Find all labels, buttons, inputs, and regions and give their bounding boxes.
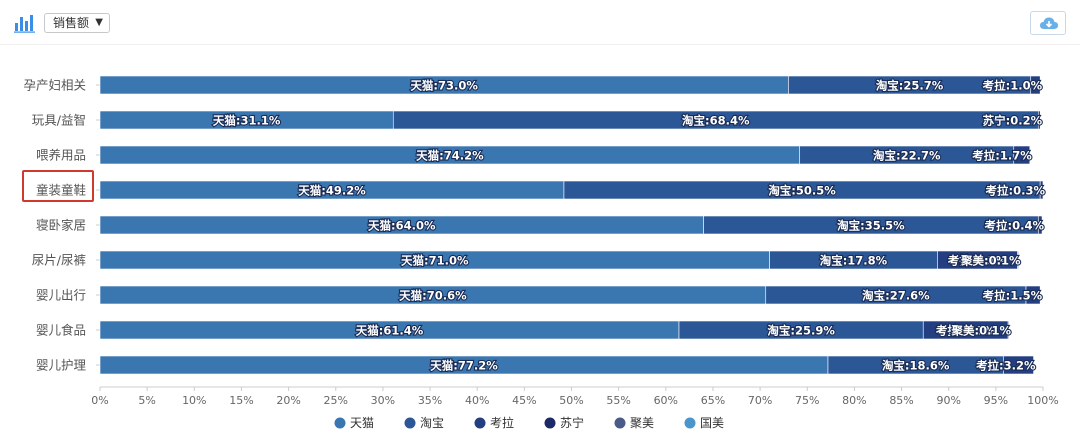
bar-segment[interactable] <box>1037 215 1043 235</box>
data-label: 天猫:74.2% <box>416 149 484 163</box>
x-tick-label: 25% <box>324 394 348 407</box>
data-label: 考拉:0.3% <box>986 184 1046 198</box>
bar-segment[interactable] <box>1013 145 1031 165</box>
chevron-down-icon: ▼ <box>95 17 103 28</box>
x-tick-label: 70% <box>748 394 772 407</box>
bar-chart-icon[interactable] <box>14 13 36 33</box>
data-label: 天猫:70.6% <box>399 289 467 303</box>
legend-label[interactable]: 天猫 <box>350 416 374 430</box>
category-label: 婴儿食品 <box>36 323 86 338</box>
data-label: 天猫:49.2% <box>298 184 366 198</box>
x-tick-label: 95% <box>984 394 1008 407</box>
legend-label[interactable]: 考拉 <box>490 415 514 430</box>
legend-swatch[interactable] <box>544 417 556 429</box>
x-tick-label: 0% <box>91 394 108 407</box>
legend-label[interactable]: 聚美 <box>630 416 654 430</box>
data-label: 聚美:0.1% <box>960 254 1021 268</box>
category-label: 婴儿护理 <box>36 358 87 373</box>
data-label: 淘宝:27.6% <box>862 289 930 303</box>
data-label: 淘宝:35.5% <box>837 219 905 233</box>
metric-select[interactable]: 销售额 ▼ <box>44 13 110 33</box>
bar-segment[interactable] <box>1007 320 1010 340</box>
category-label: 婴儿出行 <box>36 288 86 303</box>
chart-toolbar: 销售额 ▼ <box>0 0 1080 44</box>
x-tick-label: 90% <box>936 394 960 407</box>
data-label: 考拉:3.2% <box>976 359 1036 373</box>
category-label: 玩具/益智 <box>32 113 86 128</box>
data-label: 考拉:1.7% <box>972 149 1032 163</box>
toolbar-divider <box>0 44 1080 45</box>
data-label: 天猫:61.4% <box>356 324 424 338</box>
data-label: 淘宝:17.8% <box>820 254 888 268</box>
category-label: 孕产妇相关 <box>23 78 86 93</box>
legend-label[interactable]: 淘宝 <box>420 416 444 430</box>
bar-segment[interactable] <box>1003 355 1034 375</box>
data-label: 考拉:1.0% <box>983 79 1043 93</box>
legend-swatch[interactable] <box>684 417 696 429</box>
highlight-box <box>22 170 94 202</box>
legend-label[interactable]: 苏宁 <box>560 415 584 430</box>
x-tick-label: 10% <box>182 394 206 407</box>
data-label: 淘宝:22.7% <box>873 149 941 163</box>
x-tick-label: 40% <box>465 394 489 407</box>
x-tick-label: 15% <box>229 394 253 407</box>
data-label: 苏宁:0.2% <box>983 114 1043 128</box>
legend-swatch[interactable] <box>474 417 486 429</box>
legend-swatch[interactable] <box>404 417 416 429</box>
data-label: 考拉:1.5% <box>983 289 1043 303</box>
x-tick-label: 55% <box>606 394 630 407</box>
legend-swatch[interactable] <box>614 417 626 429</box>
stacked-bar-chart: 0% 5% 10% 15% 20% 25% 30% 35% 40% 45% 50% 55% 60% 65%… <box>23 75 1059 430</box>
category-label: 喂养用品 <box>36 148 86 163</box>
data-label: 淘宝:18.6% <box>882 359 950 373</box>
bar-segment[interactable] <box>1037 110 1041 130</box>
category-label: 童装童鞋 <box>36 183 87 198</box>
data-label: 聚美:0.1% <box>951 324 1012 338</box>
x-tick-label: 50% <box>559 394 583 407</box>
x-tick-label: 100% <box>1027 394 1058 407</box>
bar-segment[interactable] <box>1039 180 1044 200</box>
data-label: 淘宝:25.7% <box>876 79 944 93</box>
x-tick-label: 80% <box>842 394 866 407</box>
data-label: 天猫:71.0% <box>401 254 469 268</box>
x-tick-label: 35% <box>418 394 442 407</box>
legend-label[interactable]: 国美 <box>700 416 724 430</box>
metric-select-value: 销售额 <box>53 16 90 30</box>
x-tick-label: 20% <box>276 394 300 407</box>
data-label: 天猫:31.1% <box>213 114 281 128</box>
bar-segment[interactable] <box>1017 250 1019 270</box>
data-label: 淘宝:25.9% <box>767 324 835 338</box>
data-label: 天猫:64.0% <box>368 219 436 233</box>
bar-segment[interactable] <box>1030 75 1041 95</box>
data-label: 考拉:0.4% <box>985 219 1045 233</box>
data-label: 天猫:73.0% <box>410 79 478 93</box>
legend-swatch[interactable] <box>334 417 346 429</box>
category-label: 寝卧家居 <box>36 218 86 233</box>
bar-segment[interactable] <box>1025 285 1041 305</box>
x-tick-label: 65% <box>701 394 725 407</box>
category-label: 尿片/尿裤 <box>32 253 86 268</box>
data-label: 天猫:77.2% <box>430 359 498 373</box>
x-tick-label: 45% <box>512 394 536 407</box>
data-label: 淘宝:68.4% <box>682 114 750 128</box>
cloud-download-icon <box>1040 17 1058 29</box>
data-label: 考拉:9.0% <box>936 324 996 338</box>
x-tick-label: 5% <box>138 394 155 407</box>
download-button[interactable] <box>1030 11 1066 35</box>
x-tick-label: 60% <box>654 394 678 407</box>
data-label: 淘宝:50.5% <box>768 184 836 198</box>
x-tick-label: 75% <box>795 394 819 407</box>
data-label: 考拉:8.5% <box>948 254 1008 268</box>
x-tick-label: 30% <box>371 394 395 407</box>
x-tick-label: 85% <box>889 394 913 407</box>
